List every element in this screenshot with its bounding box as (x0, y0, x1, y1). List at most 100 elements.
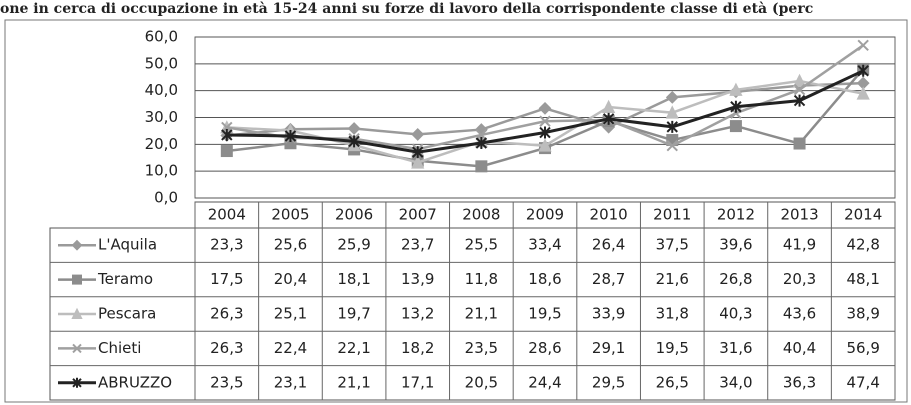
data-label: 21,1 (465, 305, 498, 323)
marker (538, 138, 552, 152)
data-label: 23,7 (401, 236, 434, 254)
marker-shape (411, 155, 425, 169)
x-tick-label: 2010 (590, 206, 628, 224)
marker-shape (72, 343, 82, 354)
marker (857, 39, 869, 52)
data-label: 37,5 (656, 236, 689, 254)
data-label: 43,6 (783, 305, 816, 323)
marker-shape (602, 112, 615, 125)
marker (72, 377, 82, 388)
marker (602, 99, 616, 114)
data-label: 17,5 (210, 270, 243, 288)
marker-shape (71, 307, 83, 319)
marker (666, 139, 678, 152)
marker (71, 239, 83, 251)
marker-shape (538, 101, 552, 115)
marker-shape (729, 120, 742, 133)
data-label: 19,5 (656, 339, 689, 357)
marker-shape (793, 94, 806, 107)
data-label: 28,6 (528, 339, 561, 357)
marker-shape (72, 377, 82, 388)
marker (857, 64, 869, 77)
marker (856, 86, 870, 100)
marker-shape (666, 139, 678, 152)
x-tick-label: 2007 (399, 206, 437, 224)
y-tick-label: 50,0 (145, 54, 178, 72)
marker-shape (71, 239, 83, 251)
chart-title: one in cerca di occupazione in età 15-24… (0, 1, 813, 17)
data-label: 18,6 (528, 270, 561, 288)
marker-shape (221, 128, 233, 141)
marker (539, 126, 551, 139)
y-tick-label: 0,0 (154, 189, 178, 207)
marker-shape (665, 90, 679, 104)
data-label: 20,5 (465, 373, 498, 391)
data-label: 25,6 (274, 236, 307, 254)
marker-shape (539, 115, 551, 127)
marker-shape (538, 138, 552, 152)
data-label: 23,5 (210, 373, 243, 391)
data-label: 21,1 (337, 373, 370, 391)
marker (72, 343, 82, 354)
x-tick-label: 2012 (717, 206, 755, 224)
data-label: 48,1 (846, 270, 879, 288)
y-tick-label: 10,0 (145, 162, 178, 180)
frame (4, 19, 908, 403)
data-label: 23,5 (465, 339, 498, 357)
marker (475, 136, 488, 149)
x-tick-label: 2005 (271, 206, 309, 224)
marker (665, 90, 679, 104)
marker-shape (729, 82, 743, 96)
data-label: 29,5 (592, 373, 625, 391)
data-label: 31,6 (719, 339, 752, 357)
data-label: 24,4 (528, 373, 561, 391)
marker (665, 105, 679, 119)
marker (539, 115, 551, 127)
x-tick-label: 2011 (653, 206, 691, 224)
marker (220, 145, 233, 158)
data-label: 26,4 (592, 236, 625, 254)
marker (793, 94, 806, 107)
marker (72, 274, 82, 285)
marker (792, 73, 807, 88)
data-label: 20,4 (274, 270, 307, 288)
legend-label: Pescara (98, 305, 156, 323)
data-label: 26,5 (656, 373, 689, 391)
data-label: 33,9 (592, 305, 625, 323)
data-label: 21,6 (656, 270, 689, 288)
marker-shape (602, 99, 616, 114)
marker (793, 83, 806, 96)
data-label: 22,1 (337, 339, 370, 357)
y-tick-label: 60,0 (145, 28, 178, 46)
marker (793, 137, 806, 150)
data-label: 11,8 (465, 270, 498, 288)
marker (411, 155, 425, 169)
marker (538, 101, 552, 115)
legend-label: Chieti (98, 339, 141, 357)
data-label: 23,1 (274, 373, 307, 391)
x-tick-label: 2006 (335, 206, 373, 224)
y-tick-label: 30,0 (145, 108, 178, 126)
data-label: 42,8 (846, 236, 879, 254)
marker-shape (730, 100, 742, 113)
data-label: 25,5 (465, 236, 498, 254)
marker-shape (793, 137, 806, 150)
marker-shape (348, 135, 360, 148)
data-label: 29,1 (592, 339, 625, 357)
marker-shape (857, 64, 869, 77)
data-label: 19,5 (528, 305, 561, 323)
data-label: 26,3 (210, 339, 243, 357)
x-tick-label: 2008 (462, 206, 500, 224)
marker (221, 128, 233, 141)
data-label: 41,9 (783, 236, 816, 254)
marker-shape (539, 126, 551, 139)
marker (284, 130, 297, 143)
x-tick-label: 2014 (844, 206, 882, 224)
marker (602, 112, 615, 125)
data-label: 18,1 (337, 270, 370, 288)
x-tick-label: 2013 (780, 206, 818, 224)
data-label: 36,3 (783, 373, 816, 391)
y-tick-label: 40,0 (145, 81, 178, 99)
marker (71, 307, 83, 319)
